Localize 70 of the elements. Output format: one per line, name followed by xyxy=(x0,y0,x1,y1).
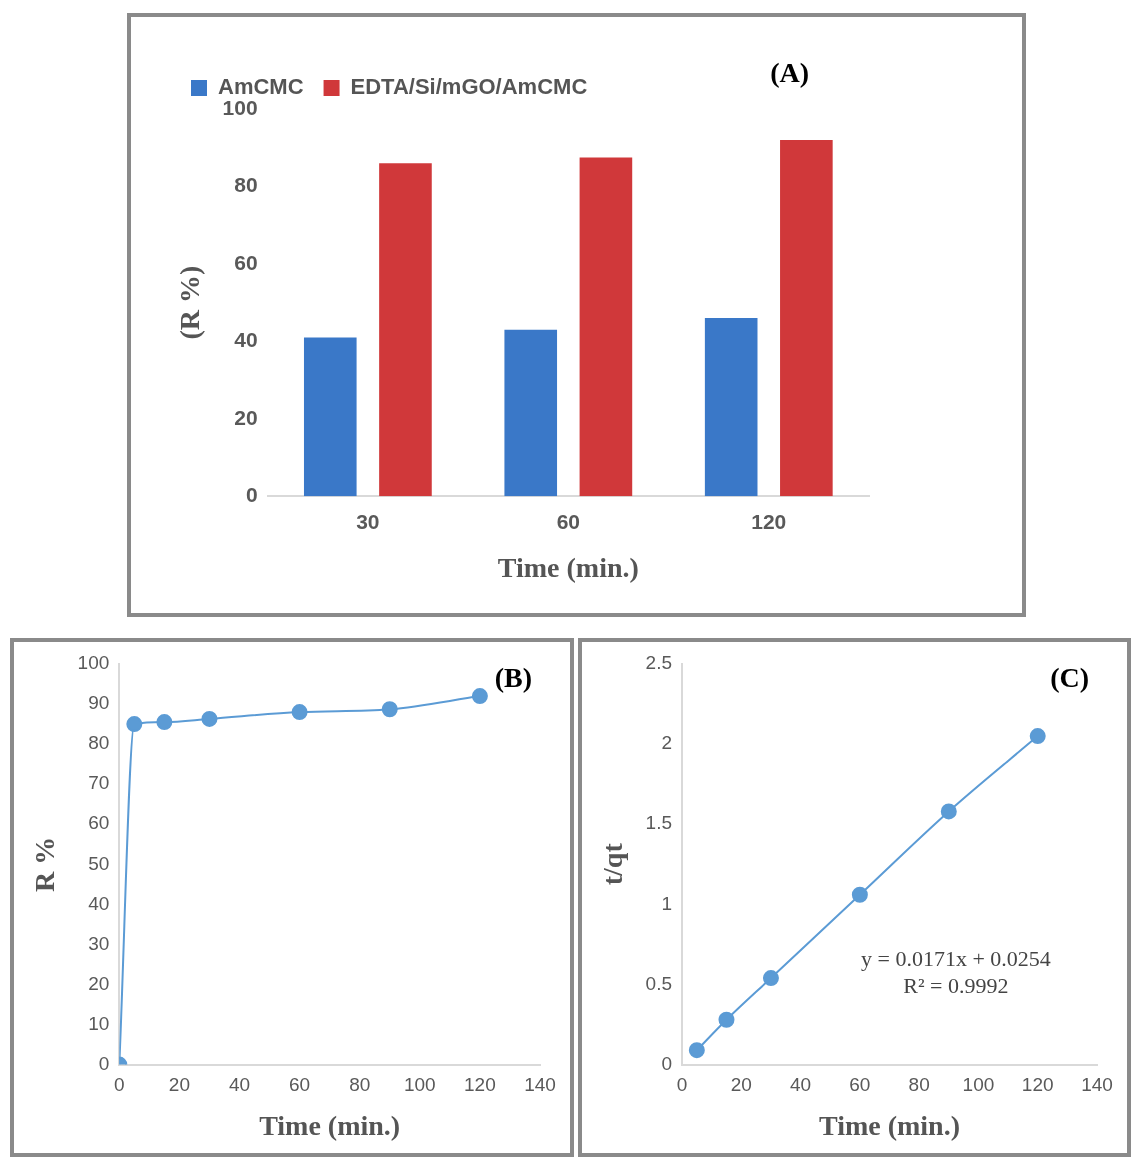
point xyxy=(156,714,173,731)
x-tick-label: 120 xyxy=(751,509,787,533)
bar xyxy=(303,337,357,497)
y-tick-label: 2.5 xyxy=(645,652,673,674)
y-tick-label: 1.5 xyxy=(645,812,673,834)
y-tick-label: 30 xyxy=(88,932,110,954)
legend-label: EDTA/Si/mGO/AmCMC xyxy=(350,74,588,100)
y-tick-label: 0 xyxy=(245,483,258,506)
y-tick-label: 90 xyxy=(88,692,110,714)
bar xyxy=(379,163,432,497)
x-tick-label: 20 xyxy=(730,1074,752,1096)
y-tick-label: 1 xyxy=(661,892,673,914)
chart-title: (B) xyxy=(494,662,532,694)
y-tick-label: 60 xyxy=(234,250,258,274)
y-tick-label: 0 xyxy=(98,1052,110,1074)
bar xyxy=(504,329,558,497)
x-tick-label: 120 xyxy=(464,1074,496,1096)
x-tick-label: 80 xyxy=(349,1074,371,1096)
y-tick-label: 20 xyxy=(234,405,258,429)
y-axis-title: R % xyxy=(29,836,61,892)
point xyxy=(381,701,398,718)
y-tick-label: 70 xyxy=(88,772,110,794)
chart-title: (C) xyxy=(1050,662,1089,694)
x-tick-label: 60 xyxy=(289,1074,311,1096)
point xyxy=(688,1042,705,1059)
x-tick-label: 30 xyxy=(356,509,380,533)
x-tick-label: 120 xyxy=(1021,1074,1054,1096)
annotation: y = 0.0171x + 0.0254 xyxy=(860,946,1051,972)
bar xyxy=(704,318,758,497)
y-axis-title: (R %) xyxy=(174,265,206,340)
point xyxy=(718,1011,735,1028)
x-tick-label: 60 xyxy=(556,509,580,533)
y-tick-label: 40 xyxy=(88,892,110,914)
x-tick-label: 60 xyxy=(849,1074,871,1096)
bar xyxy=(780,139,833,497)
point xyxy=(126,716,143,733)
x-tick-label: 140 xyxy=(524,1074,556,1096)
y-tick-label: 10 xyxy=(88,1012,110,1034)
point xyxy=(471,688,488,705)
bar xyxy=(579,157,633,497)
y-tick-label: 20 xyxy=(88,972,110,994)
y-tick-label: 100 xyxy=(77,652,110,674)
y-tick-label: 60 xyxy=(88,812,110,834)
point xyxy=(201,710,218,727)
y-tick-label: 0.5 xyxy=(645,972,673,994)
x-tick-label: 20 xyxy=(168,1074,190,1096)
x-tick-label: 100 xyxy=(962,1074,995,1096)
x-tick-label: 100 xyxy=(403,1074,436,1096)
point xyxy=(291,704,308,721)
y-tick-label: 40 xyxy=(234,328,258,352)
x-axis-title: Time (min.) xyxy=(818,1110,961,1142)
y-tick-label: 80 xyxy=(234,173,258,197)
point xyxy=(851,886,868,903)
point xyxy=(762,970,779,987)
y-tick-label: 80 xyxy=(88,732,110,754)
y-tick-label: 2 xyxy=(661,732,673,754)
point xyxy=(1029,728,1046,745)
y-tick-label: 50 xyxy=(88,852,110,874)
x-tick-label: 0 xyxy=(114,1074,125,1096)
x-axis-title: Time (min.) xyxy=(259,1110,401,1142)
chart-title: (A) xyxy=(770,57,809,89)
x-tick-label: 0 xyxy=(676,1074,688,1096)
x-tick-label: 40 xyxy=(790,1074,812,1096)
x-tick-label: 80 xyxy=(908,1074,930,1096)
point xyxy=(940,803,957,820)
y-tick-label: 0 xyxy=(661,1052,673,1074)
x-tick-label: 140 xyxy=(1081,1074,1113,1096)
x-axis-title: Time (min.) xyxy=(497,552,639,584)
y-axis-title: t/qt xyxy=(597,842,629,886)
annotation: R² = 0.9992 xyxy=(903,973,1009,999)
